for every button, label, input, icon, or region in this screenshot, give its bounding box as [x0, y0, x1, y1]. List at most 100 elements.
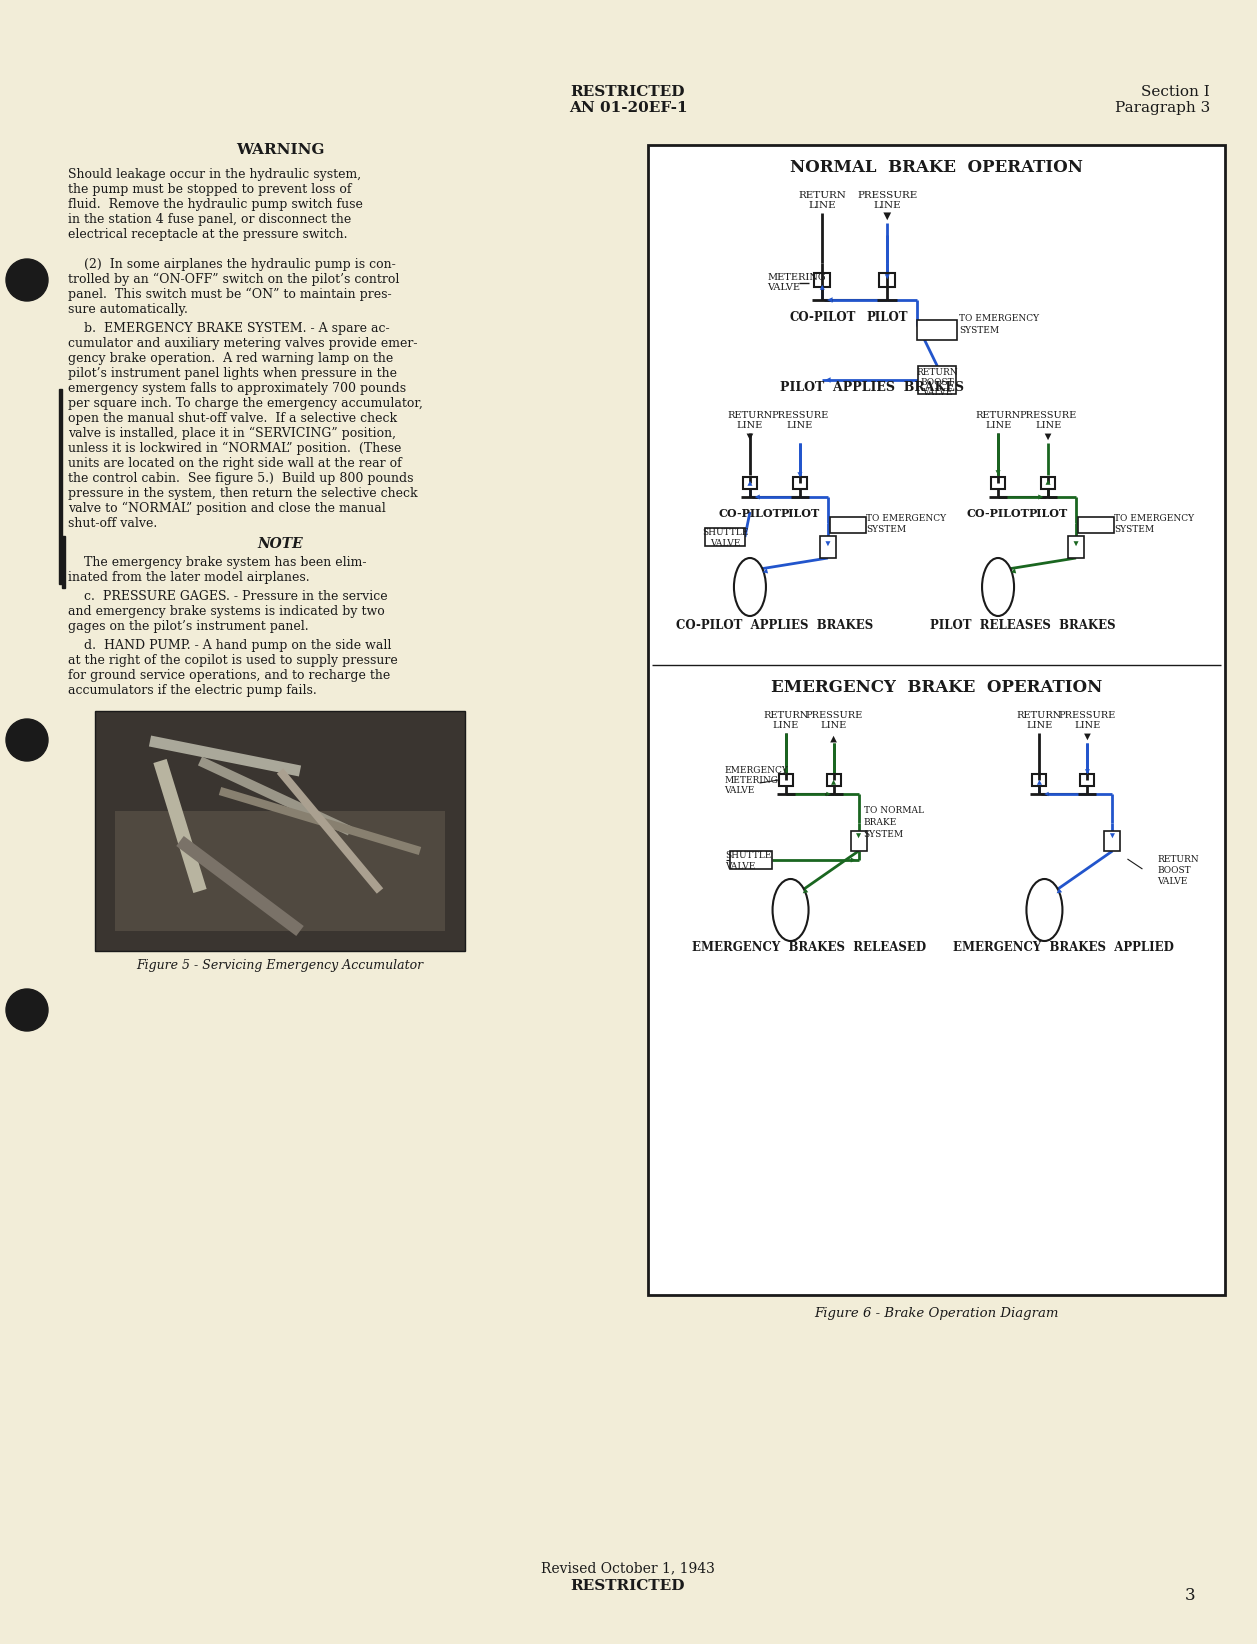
- Bar: [815, 273, 831, 288]
- Bar: [851, 830, 866, 852]
- Bar: [649, 145, 1226, 1295]
- Ellipse shape: [773, 880, 808, 940]
- Text: pressure in the system, then return the selective check: pressure in the system, then return the …: [68, 487, 417, 500]
- Text: trolled by an “ON-OFF” switch on the pilot’s control: trolled by an “ON-OFF” switch on the pil…: [68, 273, 400, 286]
- Text: RETURN: RETURN: [916, 368, 958, 376]
- Ellipse shape: [734, 557, 766, 616]
- Circle shape: [6, 718, 48, 761]
- Text: VALVE: VALVE: [1158, 876, 1188, 886]
- Text: VALVE: VALVE: [725, 861, 755, 871]
- Text: LINE: LINE: [808, 201, 836, 209]
- Text: TO EMERGENCY: TO EMERGENCY: [866, 513, 947, 523]
- Text: TO NORMAL: TO NORMAL: [864, 806, 924, 814]
- Bar: [793, 477, 807, 488]
- Text: electrical receptacle at the pressure switch.: electrical receptacle at the pressure sw…: [68, 229, 347, 242]
- Text: NORMAL  BRAKE  OPERATION: NORMAL BRAKE OPERATION: [791, 158, 1084, 176]
- Bar: [59, 390, 62, 584]
- Text: CO-PILOT  APPLIES  BRAKES: CO-PILOT APPLIES BRAKES: [676, 618, 874, 631]
- Circle shape: [6, 260, 48, 301]
- Text: PILOT: PILOT: [1028, 508, 1067, 518]
- Bar: [705, 528, 745, 546]
- Text: TO EMERGENCY: TO EMERGENCY: [959, 314, 1040, 322]
- Text: SYSTEM: SYSTEM: [959, 326, 999, 334]
- Text: PRESSURE: PRESSURE: [857, 191, 918, 199]
- Text: c.  PRESSURE GAGES. - Pressure in the service: c. PRESSURE GAGES. - Pressure in the ser…: [68, 590, 387, 603]
- Text: unless it is lockwired in “NORMAL” position.  (These: unless it is lockwired in “NORMAL” posit…: [68, 442, 401, 455]
- Text: RETURN: RETURN: [1158, 855, 1199, 863]
- Text: inated from the later model airplanes.: inated from the later model airplanes.: [68, 570, 309, 584]
- Text: The emergency brake system has been elim-: The emergency brake system has been elim…: [68, 556, 367, 569]
- Text: PILOT  RELEASES  BRAKES: PILOT RELEASES BRAKES: [930, 618, 1116, 631]
- Bar: [96, 710, 465, 950]
- Text: SHUTTLE: SHUTTLE: [725, 850, 772, 860]
- Text: sure automatically.: sure automatically.: [68, 302, 187, 316]
- Text: RETURN: RETURN: [798, 191, 846, 199]
- Text: TO EMERGENCY: TO EMERGENCY: [1114, 513, 1194, 523]
- Bar: [1081, 774, 1095, 786]
- Text: CO-PILOT: CO-PILOT: [719, 508, 782, 518]
- Ellipse shape: [982, 557, 1014, 616]
- Text: PRESSURE: PRESSURE: [804, 710, 862, 720]
- Bar: [918, 321, 958, 340]
- Text: WARNING: WARNING: [236, 143, 324, 156]
- Text: emergency system falls to approximately 700 pounds: emergency system falls to approximately …: [68, 381, 406, 395]
- Text: VALVE: VALVE: [724, 786, 755, 794]
- Text: RESTRICTED: RESTRICTED: [571, 85, 685, 99]
- Text: Paragraph 3: Paragraph 3: [1115, 100, 1210, 115]
- Bar: [991, 477, 1006, 488]
- Text: cumulator and auxiliary metering valves provide emer-: cumulator and auxiliary metering valves …: [68, 337, 417, 350]
- Text: b.  EMERGENCY BRAKE SYSTEM. - A spare ac-: b. EMERGENCY BRAKE SYSTEM. - A spare ac-: [68, 322, 390, 335]
- Text: BOOST: BOOST: [1158, 865, 1192, 875]
- Bar: [1041, 477, 1055, 488]
- Text: CO-PILOT: CO-PILOT: [967, 508, 1029, 518]
- Bar: [1105, 830, 1120, 852]
- Text: RETURN: RETURN: [763, 710, 808, 720]
- Text: METERING: METERING: [724, 776, 778, 784]
- Text: EMERGENCY  BRAKE  OPERATION: EMERGENCY BRAKE OPERATION: [771, 679, 1102, 695]
- Bar: [919, 367, 957, 395]
- Bar: [827, 774, 841, 786]
- Text: BRAKE: BRAKE: [864, 817, 897, 827]
- Text: at the right of the copilot is used to supply pressure: at the right of the copilot is used to s…: [68, 654, 397, 667]
- Text: Revised October 1, 1943: Revised October 1, 1943: [541, 1562, 715, 1575]
- Bar: [879, 273, 895, 288]
- Text: AN 01-20EF-1: AN 01-20EF-1: [568, 100, 688, 115]
- Text: EMERGENCY  BRAKES  APPLIED: EMERGENCY BRAKES APPLIED: [953, 940, 1174, 954]
- Text: LINE: LINE: [1026, 720, 1052, 730]
- Text: and emergency brake systems is indicated by two: and emergency brake systems is indicated…: [68, 605, 385, 618]
- Text: Figure 5 - Servicing Emergency Accumulator: Figure 5 - Servicing Emergency Accumulat…: [137, 958, 424, 972]
- Text: LINE: LINE: [787, 421, 813, 429]
- Text: LINE: LINE: [821, 720, 847, 730]
- Text: LINE: LINE: [1035, 421, 1061, 429]
- Text: LINE: LINE: [737, 421, 763, 429]
- Text: Section I: Section I: [1141, 85, 1210, 99]
- Text: RETURN: RETURN: [975, 411, 1021, 419]
- Text: accumulators if the electric pump fails.: accumulators if the electric pump fails.: [68, 684, 317, 697]
- Text: shut-off valve.: shut-off valve.: [68, 516, 157, 529]
- Text: RETURN: RETURN: [1017, 710, 1062, 720]
- Text: PILOT  APPLIES  BRAKES: PILOT APPLIES BRAKES: [781, 380, 964, 393]
- Text: open the manual shut-off valve.  If a selective check: open the manual shut-off valve. If a sel…: [68, 413, 397, 426]
- Text: SYSTEM: SYSTEM: [1114, 524, 1154, 534]
- Text: PILOT: PILOT: [866, 311, 908, 324]
- Text: VALVE: VALVE: [767, 283, 801, 291]
- Text: PRESSURE: PRESSURE: [1019, 411, 1077, 419]
- Bar: [729, 852, 772, 870]
- Text: LINE: LINE: [1075, 720, 1101, 730]
- Text: BOOST: BOOST: [920, 378, 954, 386]
- Text: RETURN: RETURN: [728, 411, 773, 419]
- Text: LINE: LINE: [874, 201, 901, 209]
- Text: SYSTEM: SYSTEM: [864, 830, 904, 838]
- Text: panel.  This switch must be “ON” to maintain pres-: panel. This switch must be “ON” to maint…: [68, 288, 392, 301]
- Text: the control cabin.  See figure 5.)  Build up 800 pounds: the control cabin. See figure 5.) Build …: [68, 472, 414, 485]
- Text: CO-PILOT: CO-PILOT: [789, 311, 856, 324]
- Text: d.  HAND PUMP. - A hand pump on the side wall: d. HAND PUMP. - A hand pump on the side …: [68, 640, 391, 653]
- Text: the pump must be stopped to prevent loss of: the pump must be stopped to prevent loss…: [68, 182, 352, 196]
- Bar: [1032, 774, 1046, 786]
- Text: EMERGENCY: EMERGENCY: [724, 766, 788, 774]
- Text: VALVE: VALVE: [923, 388, 953, 396]
- Text: SYSTEM: SYSTEM: [866, 524, 906, 534]
- Text: LINE: LINE: [773, 720, 798, 730]
- Text: valve is installed, place it in “SERVICING” position,: valve is installed, place it in “SERVICI…: [68, 427, 396, 441]
- Bar: [62, 536, 65, 589]
